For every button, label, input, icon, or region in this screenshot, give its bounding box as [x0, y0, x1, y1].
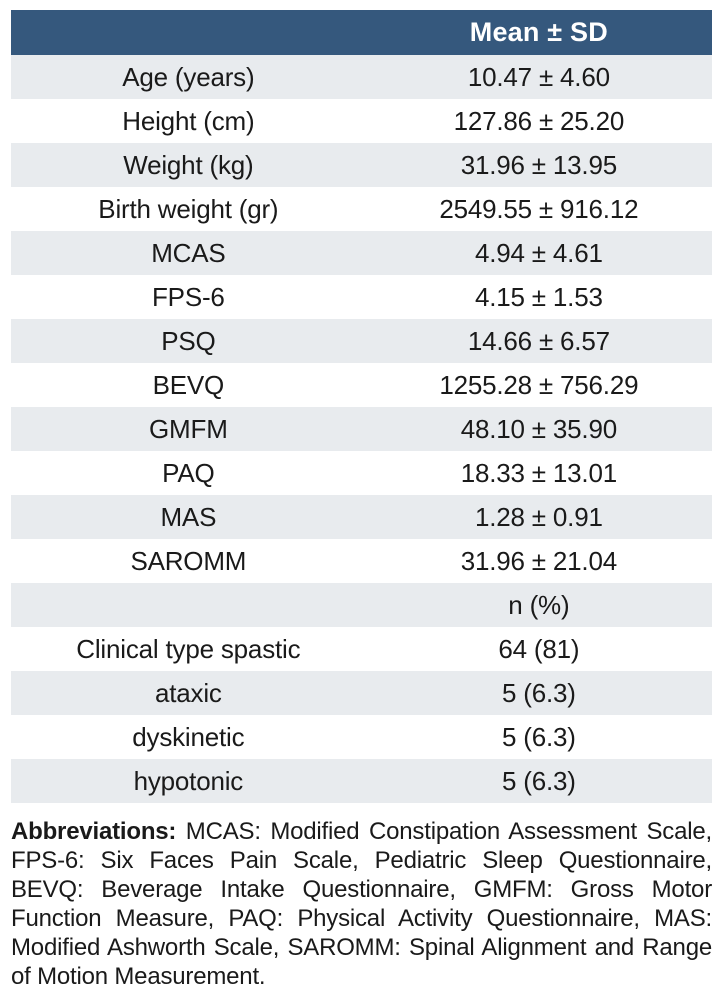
row-value: 31.96 ± 21.04 [460, 545, 617, 576]
table-row: hypotonic 5 (6.3) [11, 759, 712, 803]
footnote-label: Abbreviations: [11, 818, 177, 845]
row-label: PSQ [11, 319, 366, 363]
row-label: ataxic [11, 671, 366, 715]
row-label: Height (cm) [122, 105, 255, 136]
row-value: 1.28 ± 0.91 [365, 495, 712, 539]
row-value: 5 (6.3) [501, 721, 576, 752]
row-label: Clinical type spastic [76, 633, 301, 664]
table-body: Age (years) 10.47 ± 4.60 Height (cm) 127… [11, 55, 712, 803]
row-label: MCAS [11, 231, 366, 275]
table-row: Clinical type spastic 64 (81) [11, 627, 712, 671]
table-row: dyskinetic 5 (6.3) [11, 715, 712, 759]
row-label: Birth weight (gr) [98, 193, 279, 224]
row-value: n (%) [365, 583, 712, 627]
table-row: Height (cm) 127.86 ± 25.20 [11, 99, 712, 143]
header-label-cell [11, 10, 366, 55]
table-row: n (%) [11, 583, 712, 627]
row-value: 127.86 ± 25.20 [453, 105, 625, 136]
table-row: FPS-6 4.15 ± 1.53 [11, 275, 712, 319]
row-value: 4.15 ± 1.53 [474, 281, 603, 312]
row-value: 5 (6.3) [365, 671, 712, 715]
table-row: Weight (kg) 31.96 ± 13.95 [11, 143, 712, 187]
abbreviations-footnote: Abbreviations: MCAS: Modified Constipati… [11, 817, 712, 991]
footnote-text: MCAS: Modified Constipation Assessment S… [11, 818, 712, 990]
table-row: GMFM 48.10 ± 35.90 [11, 407, 712, 451]
table-row: PSQ 14.66 ± 6.57 [11, 319, 712, 363]
row-value: 5 (6.3) [365, 759, 712, 803]
row-value: 4.94 ± 4.61 [365, 231, 712, 275]
table-row: PAQ 18.33 ± 13.01 [11, 451, 712, 495]
row-label: MAS [11, 495, 366, 539]
row-label: FPS-6 [152, 281, 225, 312]
row-value: 48.10 ± 35.90 [365, 407, 712, 451]
row-label: SAROMM [130, 545, 247, 576]
table-row: ataxic 5 (6.3) [11, 671, 712, 715]
row-value: 31.96 ± 13.95 [365, 143, 712, 187]
table-row: SAROMM 31.96 ± 21.04 [11, 539, 712, 583]
row-value: 1255.28 ± 756.29 [439, 369, 639, 400]
row-label: PAQ [162, 457, 215, 488]
table-header-row: Mean ± SD [11, 10, 712, 55]
row-label: dyskinetic [132, 721, 245, 752]
summary-statistics-table: Mean ± SD Age (years) 10.47 ± 4.60 Heigh… [11, 10, 712, 803]
row-value: 14.66 ± 6.57 [365, 319, 712, 363]
row-label: Weight (kg) [11, 143, 366, 187]
header-value-cell: Mean ± SD [365, 10, 712, 55]
row-value: 18.33 ± 13.01 [460, 457, 617, 488]
table-row: Birth weight (gr) 2549.55 ± 916.12 [11, 187, 712, 231]
table-row: MCAS 4.94 ± 4.61 [11, 231, 712, 275]
row-value: 10.47 ± 4.60 [365, 55, 712, 99]
row-label: Age (years) [11, 55, 366, 99]
row-label: hypotonic [11, 759, 366, 803]
table-row: MAS 1.28 ± 0.91 [11, 495, 712, 539]
table-row: BEVQ 1255.28 ± 756.29 [11, 363, 712, 407]
row-label: BEVQ [152, 369, 225, 400]
table-row: Age (years) 10.47 ± 4.60 [11, 55, 712, 99]
row-label [11, 583, 366, 627]
row-value: 2549.55 ± 916.12 [439, 193, 639, 224]
row-label: GMFM [11, 407, 366, 451]
row-value: 64 (81) [498, 633, 580, 664]
